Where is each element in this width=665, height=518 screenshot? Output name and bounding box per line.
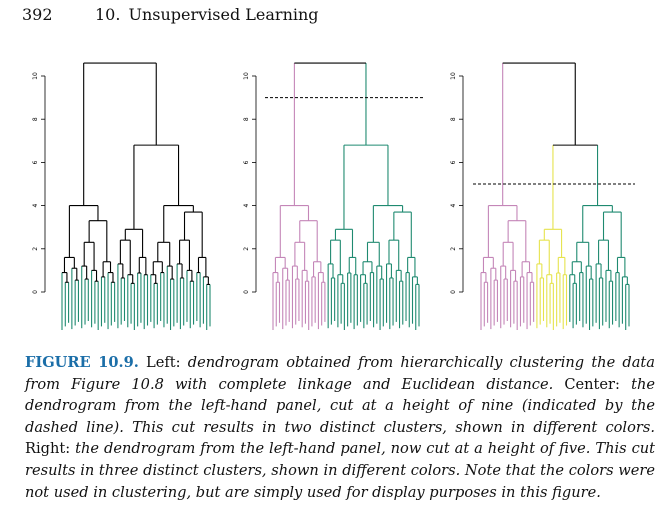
y-tick-label: 4 xyxy=(243,204,250,208)
chapter-title: Unsupervised Learning xyxy=(128,5,319,24)
y-tick-label: 4 xyxy=(450,204,457,208)
y-tick-label: 0 xyxy=(243,290,250,294)
caption-left-text: dendrogram obtained from hierarchically … xyxy=(25,354,655,393)
y-tick-label: 8 xyxy=(450,117,457,121)
y-tick-label: 10 xyxy=(243,72,250,80)
y-tick-label: 8 xyxy=(32,117,39,121)
caption-center-word: Center: xyxy=(564,375,620,393)
chapter-heading: 10. Unsupervised Learning xyxy=(95,5,319,24)
chapter-number: 10. xyxy=(95,5,121,24)
caption-center-text: the dendrogram from the left-hand panel,… xyxy=(25,375,655,436)
y-tick-label: 10 xyxy=(32,72,39,80)
caption-right-word: Right: xyxy=(25,440,71,458)
dendrogram-figure: 0 2 4 6 8 10 0 2 4 6 8 10 0 2 4 6 8 10 xyxy=(32,62,635,330)
y-tick-label: 2 xyxy=(32,247,39,251)
caption-right-text: the dendrogram from the left-hand panel,… xyxy=(25,440,656,501)
y-tick-label: 10 xyxy=(450,72,457,80)
y-tick-label: 4 xyxy=(32,204,39,208)
figure-caption: FIGURE 10.9. Left: dendrogram obtained f… xyxy=(25,352,655,503)
y-tick-label: 2 xyxy=(243,247,250,251)
y-tick-label: 6 xyxy=(32,160,39,164)
figure-label: FIGURE 10.9. xyxy=(25,354,139,371)
y-tick-label: 0 xyxy=(450,290,457,294)
y-tick-label: 8 xyxy=(243,117,250,121)
y-tick-label: 2 xyxy=(450,247,457,251)
y-tick-label: 6 xyxy=(243,160,250,164)
caption-left-word: Left: xyxy=(146,354,181,371)
y-tick-label: 6 xyxy=(450,160,457,164)
page-number: 392 xyxy=(22,5,53,24)
y-tick-label: 0 xyxy=(32,290,39,294)
